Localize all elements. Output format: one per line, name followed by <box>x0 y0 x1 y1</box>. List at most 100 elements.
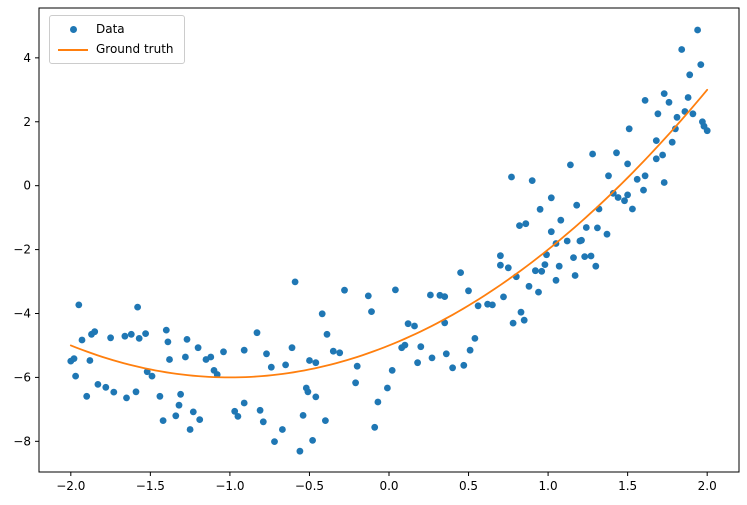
data-point <box>557 216 565 224</box>
data-point <box>686 71 694 79</box>
data-point <box>673 113 681 121</box>
data-point <box>668 138 676 146</box>
data-point <box>587 252 595 260</box>
data-point <box>538 267 546 275</box>
data-point <box>441 319 449 327</box>
data-point <box>508 173 515 181</box>
data-point <box>159 417 167 424</box>
data-point <box>186 426 194 433</box>
data-point <box>449 364 456 372</box>
data-point <box>509 319 517 327</box>
data-point <box>279 426 286 433</box>
data-point <box>388 367 396 374</box>
data-point <box>640 186 647 194</box>
data-point <box>70 355 78 362</box>
data-point <box>555 262 563 270</box>
data-point <box>368 308 375 315</box>
data-point <box>156 392 164 400</box>
data-point <box>466 346 474 354</box>
data-point <box>414 359 421 367</box>
data-point <box>497 252 504 260</box>
data-point <box>172 412 180 420</box>
data-point <box>189 408 197 416</box>
data-point <box>516 222 523 230</box>
data-point <box>500 293 507 301</box>
data-point <box>442 350 450 358</box>
data-point <box>91 328 99 336</box>
x-tick-label: −1.0 <box>215 479 244 493</box>
data-point <box>665 98 673 106</box>
data-point <box>231 407 239 415</box>
data-point <box>547 194 555 202</box>
data-point <box>86 357 94 364</box>
data-point <box>271 438 278 445</box>
data-point <box>135 335 143 342</box>
data-point <box>536 205 544 213</box>
x-tick-label: −1.5 <box>136 479 165 493</box>
data-point <box>240 346 248 354</box>
data-point <box>411 322 418 330</box>
data-point <box>164 338 172 346</box>
data-point <box>253 329 261 337</box>
x-tick-label: 1.5 <box>618 479 637 493</box>
data-point <box>282 361 289 369</box>
data-point <box>541 261 549 268</box>
x-tick-label: −2.0 <box>56 479 85 493</box>
data-point <box>457 269 464 276</box>
data-point <box>703 127 711 135</box>
data-point <box>465 287 472 295</box>
data-point <box>471 335 479 342</box>
data-point <box>460 361 468 369</box>
data-point <box>624 160 631 168</box>
data-point <box>621 197 628 205</box>
data-point <box>594 224 601 232</box>
data-point <box>312 359 320 367</box>
data-point <box>581 253 589 260</box>
data-point <box>318 310 326 318</box>
data-point <box>582 224 590 231</box>
data-point <box>392 286 399 294</box>
legend-label-data: Data <box>96 22 125 36</box>
data-point <box>589 150 596 158</box>
data-point <box>427 291 434 299</box>
data-point <box>654 110 662 118</box>
data-point <box>609 189 617 197</box>
data-point <box>624 191 631 199</box>
data-point <box>522 220 530 228</box>
data-point <box>183 336 191 343</box>
data-point <box>652 155 660 163</box>
data-marker-icon <box>58 26 88 33</box>
data-point <box>291 278 299 286</box>
data-point <box>603 230 611 238</box>
data-point <box>697 61 705 68</box>
data-point <box>660 179 668 186</box>
data-point <box>309 437 316 444</box>
data-point <box>567 161 574 169</box>
data-point <box>497 261 504 269</box>
data-point <box>532 267 539 275</box>
data-point <box>175 401 183 409</box>
data-point <box>341 286 348 294</box>
data-point <box>678 46 686 53</box>
data-point <box>263 350 270 358</box>
data-point <box>256 406 264 414</box>
legend[interactable]: Data Ground truth <box>49 15 185 64</box>
data-point <box>336 349 344 357</box>
y-tick-label: −8 <box>13 434 31 448</box>
data-point <box>474 302 482 310</box>
data-point <box>489 301 496 309</box>
data-point <box>306 357 313 364</box>
data-point <box>684 94 692 101</box>
data-point <box>267 363 275 371</box>
data-point <box>259 418 267 426</box>
data-point <box>323 330 331 338</box>
data-point <box>371 423 379 431</box>
x-tick-label: −0.5 <box>295 479 324 493</box>
data-point <box>142 330 150 337</box>
data-point <box>162 326 170 334</box>
data-point <box>659 151 666 159</box>
data-point <box>240 399 248 407</box>
x-tick-label: 0.5 <box>459 479 478 493</box>
data-point <box>132 388 140 396</box>
